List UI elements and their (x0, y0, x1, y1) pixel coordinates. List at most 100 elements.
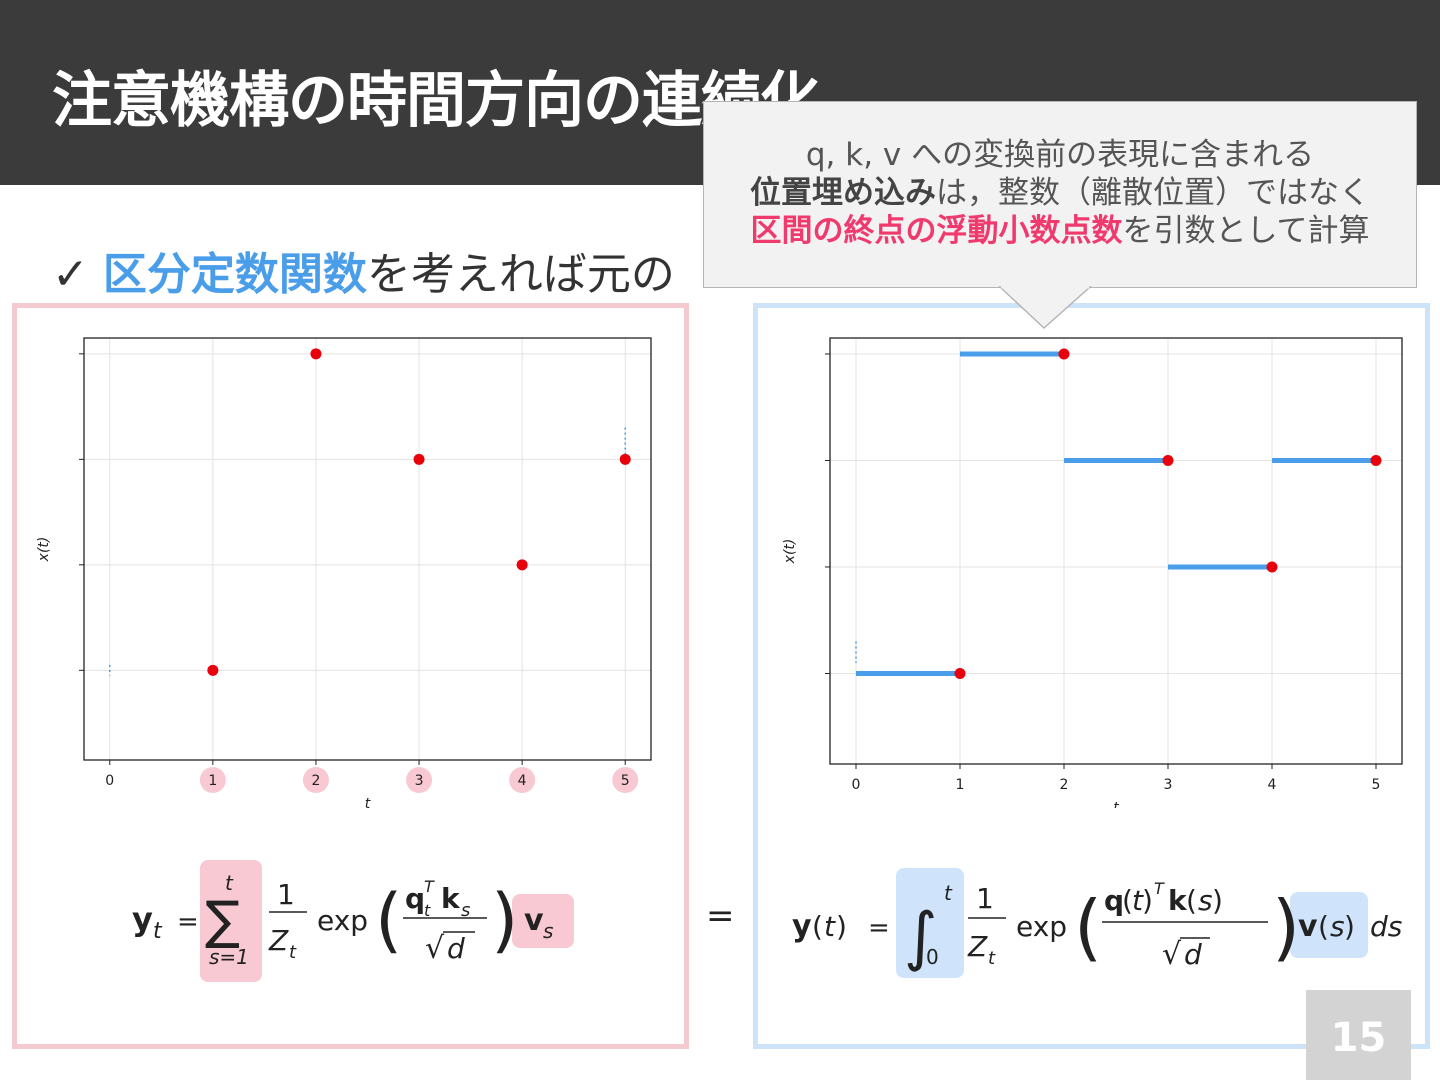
data-point (619, 453, 631, 465)
x-axis-label: t (1113, 800, 1119, 808)
segment-endpoint (1058, 348, 1070, 360)
svg-text:exp: exp (317, 904, 368, 937)
svg-text:): ) (1212, 884, 1223, 917)
svg-text:s: s (461, 900, 470, 921)
x-tick-label: 1 (208, 773, 217, 789)
svg-text:t: t (988, 948, 996, 969)
bullet-highlight: 区分定数関数 (102, 249, 367, 300)
tick-highlight (199, 767, 226, 793)
svg-text:t: t (1132, 884, 1144, 917)
callout-line-2-text: は，整数（離散位置）ではなく (936, 175, 1370, 211)
svg-text:s: s (1198, 884, 1213, 917)
svg-text:Z: Z (268, 924, 289, 957)
y-axis-label: x(t) (36, 537, 52, 563)
svg-text:t: t (824, 910, 836, 943)
svg-text:1: 1 (277, 878, 295, 911)
y-axis-label: x(t) (782, 539, 798, 565)
x-tick-label: 2 (1060, 777, 1069, 793)
svg-text:1: 1 (976, 882, 994, 915)
x-tick-label: 3 (1164, 777, 1173, 793)
svg-text:(: ( (1122, 884, 1133, 917)
svg-text:(: ( (812, 910, 823, 943)
x-tick-label: 1 (956, 777, 965, 793)
svg-text:s: s (543, 919, 553, 943)
plot-frame (83, 337, 652, 761)
data-point (516, 559, 528, 571)
svg-text:): ) (1272, 885, 1300, 969)
svg-text:): ) (836, 910, 847, 943)
svg-text:y: y (132, 900, 153, 938)
svg-text:k: k (441, 882, 461, 915)
svg-text:k: k (1168, 884, 1188, 917)
callout-line-2: 位置埋め込みは，整数（離散位置）ではなく (704, 174, 1416, 212)
segment-endpoint (1162, 454, 1174, 466)
svg-text:q: q (405, 882, 425, 915)
continuous-formula: y ( t ) = ∫ t 0 1 Z t exp ( q ( t ) T k … (792, 868, 1402, 978)
plot-frame (829, 337, 1403, 765)
data-point (310, 348, 322, 360)
svg-text:=: = (177, 907, 199, 937)
discrete-formula: y t = t ∑ s=1 1 Z t exp ( q T t k s √ d … (132, 860, 574, 982)
sum-highlight (200, 860, 262, 982)
svg-text:t: t (289, 942, 297, 963)
svg-text:(: ( (1318, 910, 1329, 943)
svg-text:s: s (1330, 910, 1345, 943)
svg-text:t: t (153, 919, 163, 944)
callout-line-3: 区間の終点の浮動小数点数を引数として計算 (704, 212, 1416, 250)
svg-text:√: √ (1162, 937, 1182, 972)
segment-endpoint (1266, 561, 1278, 573)
x-tick-label: 4 (518, 773, 527, 789)
svg-text:T: T (424, 877, 435, 896)
continuous-panel: 0 1 2 3 4 5 t x(t) y ( t ) = ∫ t 0 1 Z t exp ( … (753, 303, 1430, 1049)
svg-text:ds: ds (1370, 910, 1402, 943)
svg-text:t: t (944, 881, 953, 905)
check-icon: ✓ (52, 249, 89, 300)
data-point (207, 664, 219, 676)
segment-endpoint (1370, 454, 1382, 466)
slide-title: 注意機構の時間方向の連続化 (52, 66, 820, 136)
continuous-chart: 0 1 2 3 4 5 t x(t) (782, 337, 1403, 808)
svg-text:q: q (1104, 884, 1124, 917)
svg-text:): ) (1344, 910, 1355, 943)
discrete-panel: 0 1 2 3 4 5 t x(t) y t = t ∑ s=1 1 Z t exp ( q … (12, 303, 689, 1049)
tick-highlight (509, 767, 536, 793)
v-highlight (512, 894, 574, 948)
tick-highlight (406, 767, 433, 793)
svg-text:): ) (491, 879, 518, 961)
x-tick-label: 0 (105, 773, 114, 789)
svg-text:): ) (1142, 884, 1153, 917)
callout-line-1: q, k, v への変換前の表現に含まれる (805, 137, 1315, 173)
callout-pink-term: 区間の終点の浮動小数点数 (750, 213, 1123, 249)
svg-text:Z: Z (967, 930, 988, 963)
segment-endpoint (954, 667, 966, 679)
x-tick-label: 5 (621, 773, 630, 789)
bullet-point: ✓ 区分定数関数を考えれば元の (52, 238, 675, 302)
x-tick-label: 3 (415, 773, 424, 789)
page-number: 15 (1306, 990, 1411, 1080)
svg-text:t: t (424, 901, 431, 920)
callout-bold-term: 位置埋め込み (750, 175, 936, 211)
equals-sign: = (706, 896, 735, 936)
svg-text:T: T (1154, 879, 1165, 898)
x-tick-label: 4 (1268, 777, 1277, 793)
svg-text:∫: ∫ (904, 900, 937, 974)
svg-text:v: v (1298, 909, 1318, 944)
discrete-chart: 0 1 2 3 4 5 t x(t) (36, 337, 652, 808)
x-tick-label: 0 (852, 777, 861, 793)
tick-highlight (612, 767, 639, 793)
svg-text:0: 0 (926, 945, 939, 969)
svg-text:=: = (868, 913, 890, 943)
x-axis-label: t (365, 796, 371, 808)
svg-text:exp: exp (1016, 910, 1067, 943)
svg-text:d: d (1184, 938, 1202, 971)
bullet-text: を考えれば元の (366, 249, 675, 300)
svg-text:∑: ∑ (205, 891, 240, 951)
data-point (413, 453, 425, 465)
callout-box: q, k, v への変換前の表現に含まれる 位置埋め込みは，整数（離散位置）では… (703, 101, 1417, 288)
v-highlight (1290, 892, 1368, 958)
x-tick-label: 2 (311, 773, 320, 789)
tick-highlight (302, 767, 329, 793)
svg-text:s=1: s=1 (209, 945, 249, 969)
svg-text:y: y (792, 909, 812, 944)
x-tick-label: 5 (1372, 777, 1381, 793)
